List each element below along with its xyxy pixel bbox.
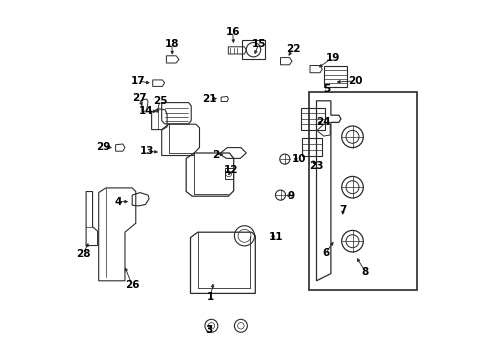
Bar [242,40,265,59]
Text: 2: 2 [212,150,219,160]
Text: 21: 21 [202,94,216,104]
Bar [309,92,416,290]
Text: 17: 17 [131,76,145,86]
Text: 4: 4 [114,197,121,207]
Text: 1: 1 [206,292,213,302]
Text: 3: 3 [204,325,212,335]
Text: 6: 6 [322,248,329,258]
Text: 29: 29 [96,142,110,152]
Text: 25: 25 [152,96,167,106]
Text: 27: 27 [132,93,146,103]
Text: 9: 9 [286,191,294,201]
Bar [224,168,232,179]
Text: 10: 10 [291,154,306,164]
Text: 12: 12 [223,165,238,175]
Text: 7: 7 [339,204,346,215]
Text: 23: 23 [308,161,323,171]
Text: 26: 26 [124,280,139,290]
Text: 19: 19 [325,53,339,63]
Text: 13: 13 [139,146,154,156]
Bar [302,138,321,156]
Bar [301,108,324,130]
Text: 11: 11 [268,232,283,242]
Text: 15: 15 [251,39,265,49]
Text: 8: 8 [361,267,368,277]
Text: 28: 28 [76,249,90,259]
Text: 5: 5 [323,84,330,94]
Text: 14: 14 [139,106,154,116]
Bar [323,66,346,87]
Text: 20: 20 [347,76,362,86]
Text: 22: 22 [285,44,300,54]
Text: 16: 16 [225,27,240,37]
Text: 24: 24 [315,117,329,127]
Text: 18: 18 [164,39,179,49]
